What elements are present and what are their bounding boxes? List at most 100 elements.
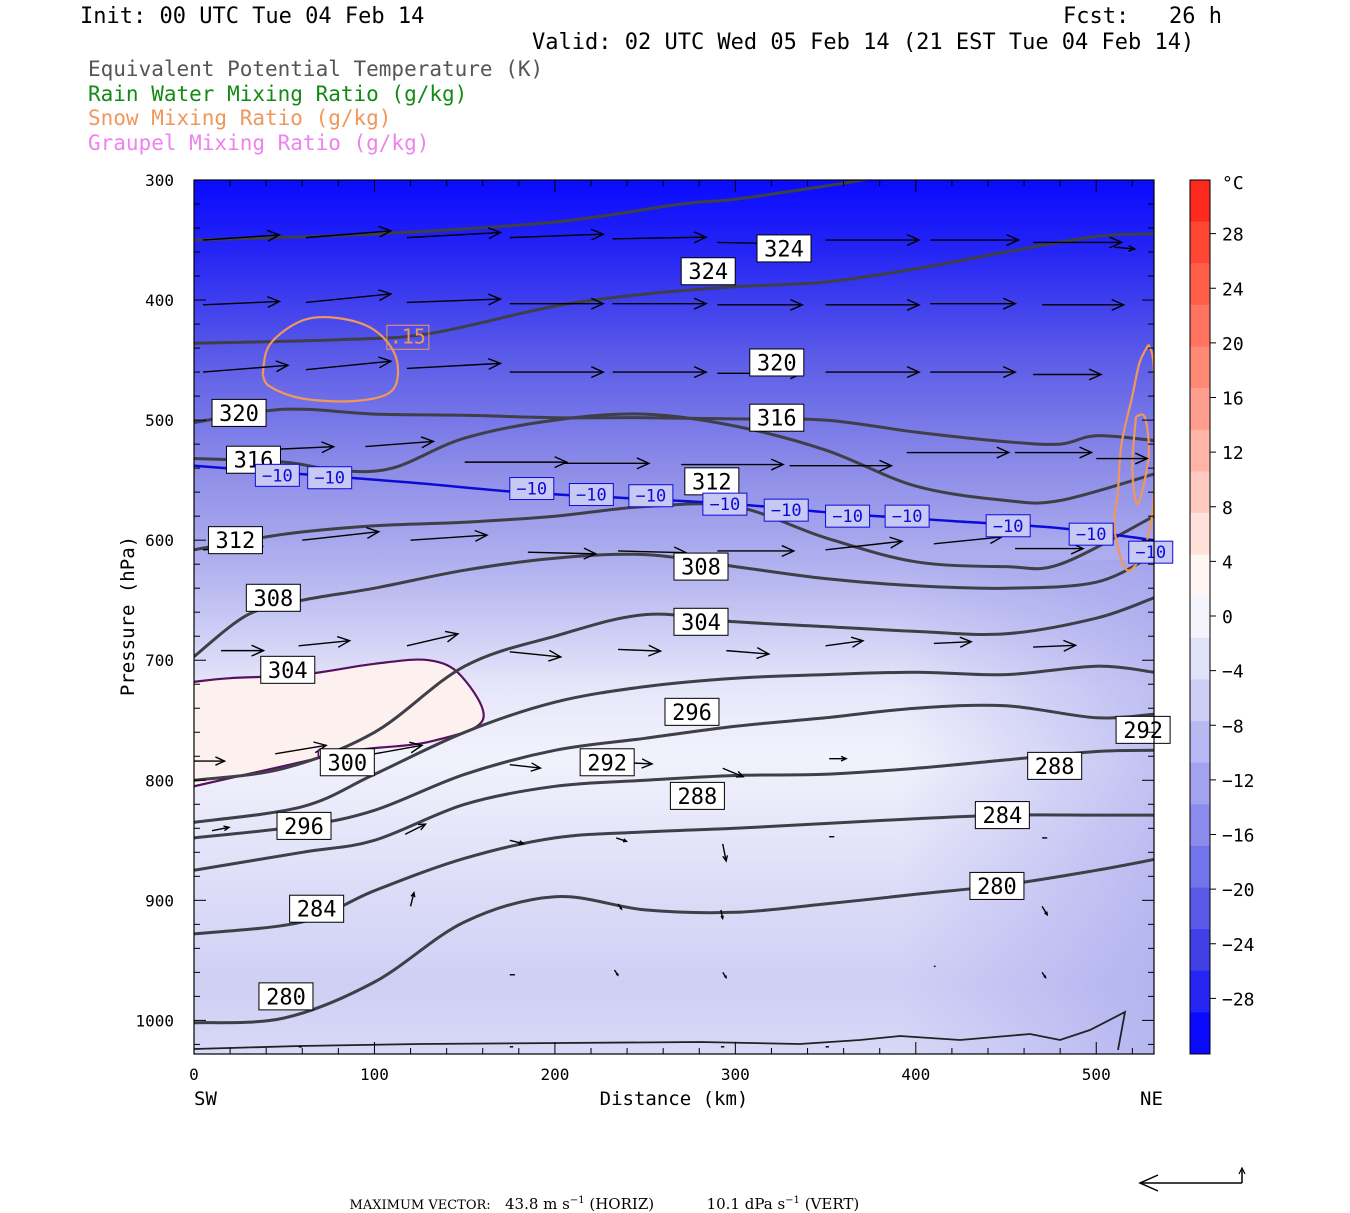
wind-vector	[1033, 368, 1103, 381]
wind-vector	[509, 297, 605, 310]
theta-e-label: 284	[974, 801, 1030, 830]
forecast-hour: Fcst: 26 h	[1063, 4, 1222, 29]
svg-text:−10: −10	[314, 469, 345, 489]
wind-vector	[365, 436, 436, 449]
svg-text:324: 324	[688, 260, 728, 285]
svg-text:−10: −10	[1135, 543, 1166, 563]
wind-vector	[722, 971, 728, 979]
wind-vector	[406, 630, 460, 647]
svg-text:300: 300	[327, 751, 367, 776]
theta-e-label: 304	[260, 655, 316, 684]
legend-theta-e: Equivalent Potential Temperature (K)	[88, 57, 544, 81]
max-vector-footer: MAXIMUM VECTOR: 43.8 m s−1 (HORIZ) 10.1 …	[340, 1177, 860, 1213]
wind-vector	[509, 649, 563, 662]
isotherm-label: −10	[307, 466, 353, 490]
wind-vector	[202, 360, 290, 373]
svg-text:316: 316	[757, 407, 797, 432]
svg-text:320: 320	[757, 351, 797, 376]
wind-vector	[906, 446, 1011, 459]
isotherm-label: −10	[825, 504, 871, 528]
theta-e-label: 292	[1115, 715, 1171, 744]
svg-text:−10: −10	[993, 517, 1024, 537]
colorbar-tick-label: −28	[1222, 989, 1255, 1010]
svg-text:−10: −10	[710, 495, 741, 515]
wind-vector	[829, 755, 848, 762]
wind-vector	[930, 366, 1017, 379]
svg-text:284: 284	[982, 804, 1022, 829]
legend-graupel: Graupel Mixing Ratio (g/kg)	[88, 131, 430, 155]
legend-snow: Snow Mixing Ratio (g/kg)	[88, 106, 392, 130]
colorbar-segment	[1190, 721, 1210, 764]
colorbar-tick-label: 4	[1222, 552, 1233, 573]
wind-vector	[618, 644, 663, 657]
max-vector-vert-exp: −1	[785, 1195, 800, 1206]
theta-e-label: 280	[258, 982, 314, 1011]
isotherm-label: −10	[1068, 522, 1114, 546]
colorbar-segment	[1190, 970, 1210, 1013]
theta-e-label: 316	[225, 445, 281, 474]
svg-text:304: 304	[681, 611, 721, 636]
svg-text:−10: −10	[516, 480, 547, 500]
wind-vector	[406, 227, 503, 240]
wind-vector	[717, 544, 796, 558]
wind-vector	[1041, 905, 1049, 917]
colorbar-segment	[1190, 263, 1210, 306]
isotherm-label: −10	[568, 483, 614, 507]
colorbar-frame	[1189, 179, 1211, 1055]
colorbar-tick-label: −4	[1222, 662, 1244, 683]
y-tick-label: 1000	[135, 1011, 174, 1030]
wind-vector	[616, 837, 629, 843]
isotherm-label: −10	[763, 498, 809, 522]
max-vector-horiz-exp: −1	[569, 1195, 585, 1206]
wind-vector	[825, 233, 921, 247]
svg-text:−10: −10	[636, 487, 667, 507]
wind-vector	[305, 225, 393, 239]
colorbar-segment	[1190, 471, 1210, 514]
svg-text:−10: −10	[576, 486, 607, 506]
wind-vector	[933, 636, 973, 648]
wind-vector	[789, 459, 894, 472]
y-tick-label: 400	[145, 291, 174, 310]
wind-vector	[726, 647, 771, 660]
colorbar-tick-label: 8	[1222, 498, 1233, 519]
wind-vector	[409, 891, 416, 907]
wind-vector	[509, 366, 605, 379]
svg-text:280: 280	[266, 985, 306, 1010]
svg-text:292: 292	[587, 751, 627, 776]
wind-vector	[613, 969, 619, 977]
colorbar-tick-label: 12	[1222, 443, 1244, 464]
colorbar-segment	[1190, 221, 1210, 264]
y-tick-label: 500	[145, 411, 174, 430]
svg-text:308: 308	[253, 587, 293, 612]
wind-vector	[612, 231, 708, 244]
plot-frame	[193, 179, 1155, 1055]
theta-e-label: 292	[579, 748, 635, 777]
theta-e-contour-308	[194, 502, 1154, 571]
snow-contour	[1131, 413, 1150, 506]
wind-vector	[1096, 452, 1149, 465]
wind-vector	[1041, 971, 1047, 979]
legend-rain-water: Rain Water Mixing Ratio (g/kg)	[88, 82, 468, 106]
wind-vector	[720, 909, 724, 921]
wind-vector	[825, 536, 904, 551]
colorbar-segment	[1190, 596, 1210, 639]
theta-e-label: 296	[664, 697, 720, 726]
wind-vector	[275, 741, 328, 755]
snow-contour-label-box	[386, 324, 430, 350]
wind-vector	[211, 825, 231, 832]
svg-text:−10: −10	[832, 507, 863, 527]
max-vector-horiz-tag: (HORIZ)	[589, 1195, 655, 1213]
svg-text:284: 284	[297, 898, 337, 923]
colorbar-segment	[1190, 346, 1210, 389]
wind-vector	[404, 823, 428, 835]
theta-e-label: 308	[673, 552, 729, 581]
svg-text:324: 324	[764, 237, 804, 262]
wind-vector	[464, 456, 569, 469]
isotherm-label: −10	[254, 463, 300, 487]
y-tick-label: 900	[145, 891, 174, 910]
x-tick-label: 400	[901, 1065, 930, 1084]
svg-text:−10: −10	[1076, 525, 1107, 545]
theta-e-label: 284	[289, 894, 345, 923]
svg-text:296: 296	[284, 815, 324, 840]
x-tick-label: 100	[360, 1065, 389, 1084]
